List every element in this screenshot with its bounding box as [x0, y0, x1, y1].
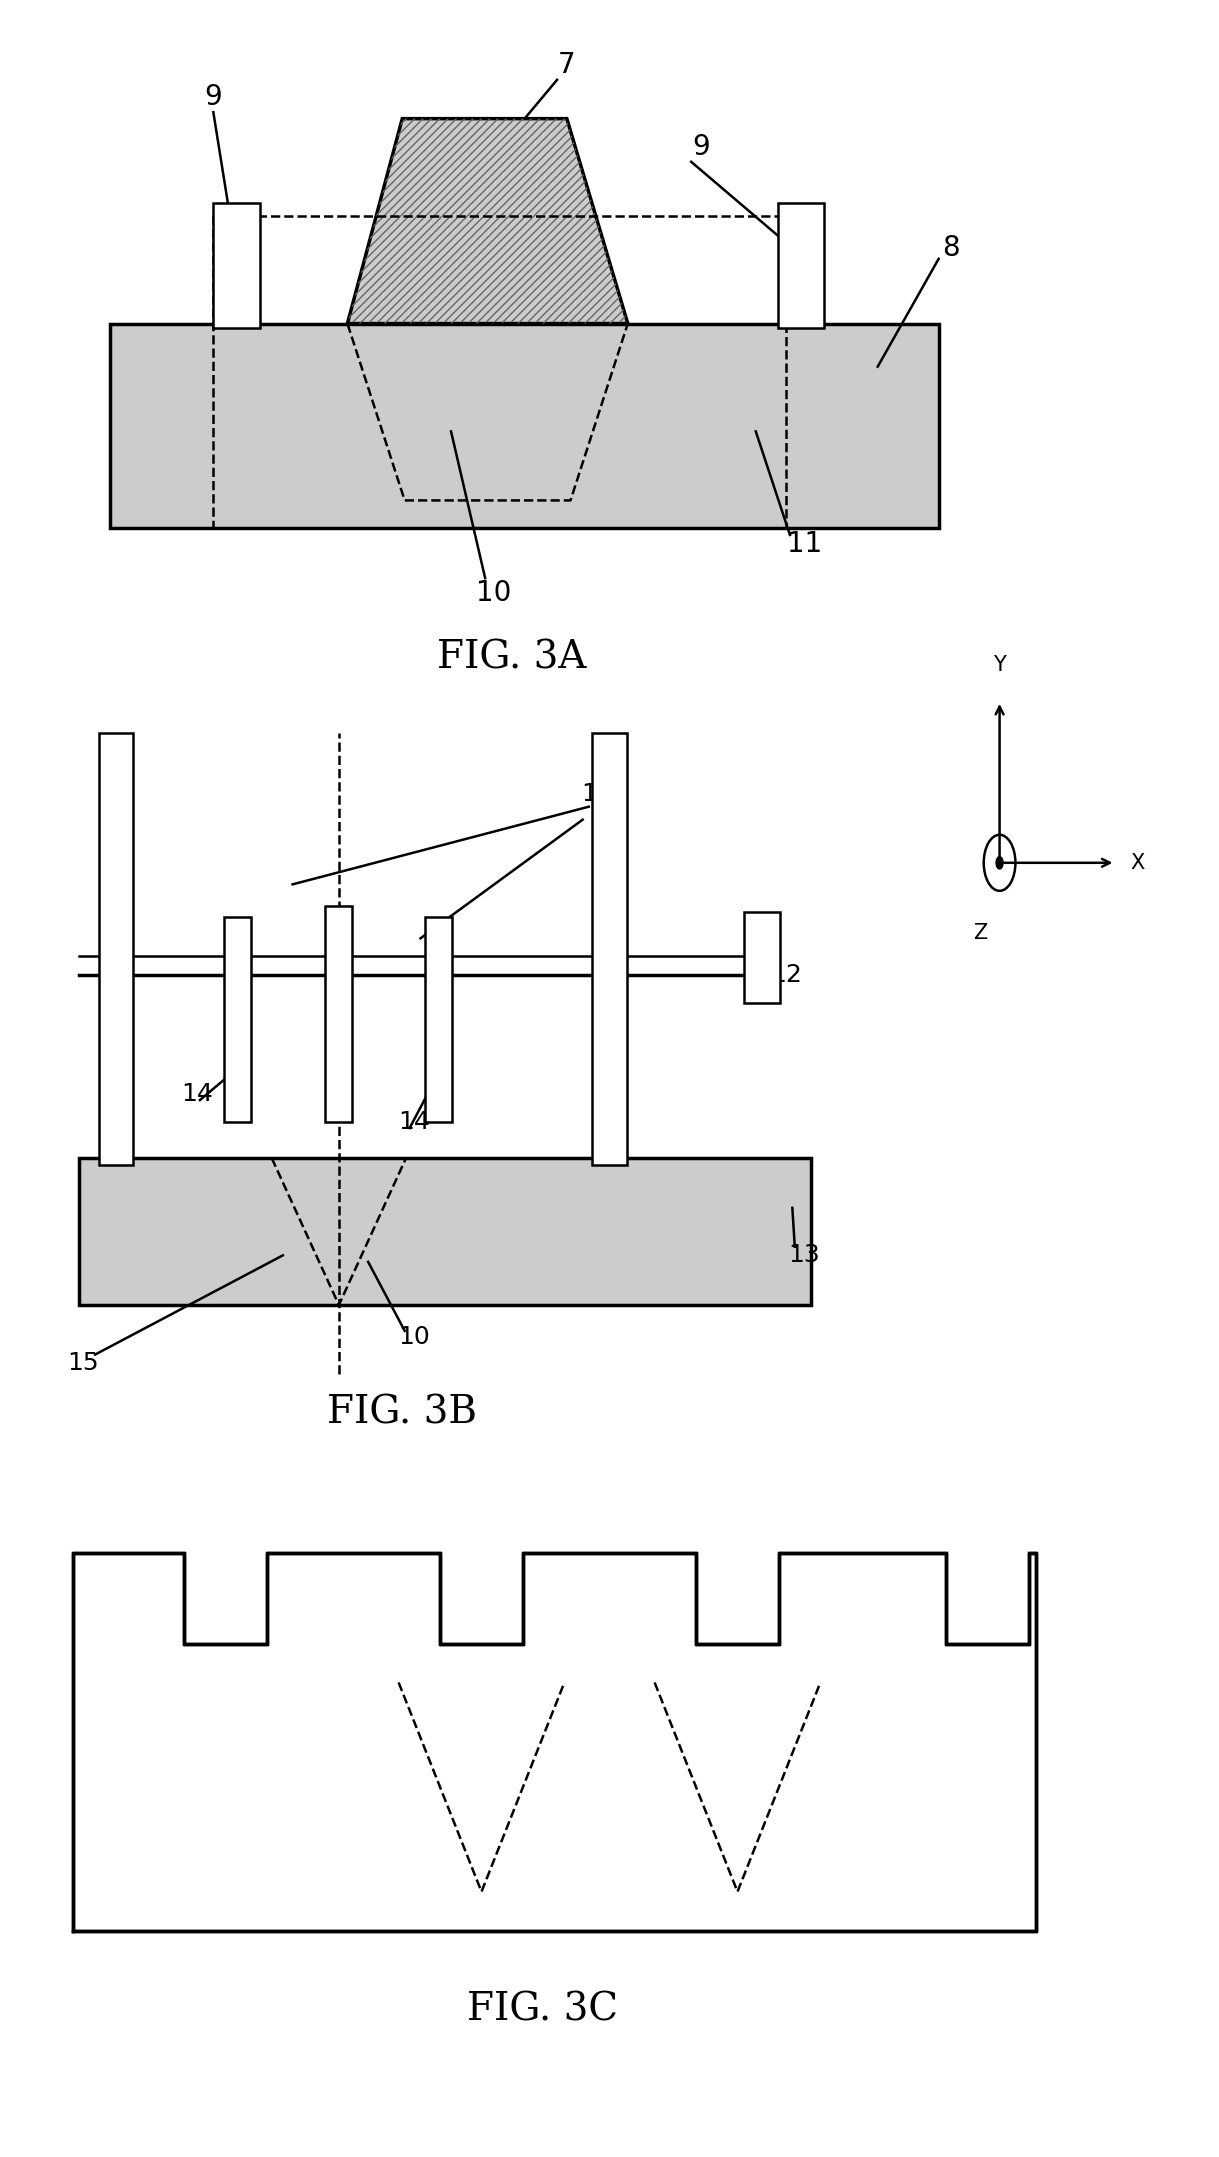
Text: X: X	[1130, 852, 1145, 874]
Text: 14: 14	[182, 1081, 213, 1107]
Bar	[224, 917, 251, 1122]
Circle shape	[996, 856, 1003, 869]
Bar	[110, 324, 939, 528]
Text: 10: 10	[475, 580, 512, 606]
Bar	[110, 324, 939, 528]
Text: FIG. 3B: FIG. 3B	[327, 1393, 478, 1432]
Bar	[213, 216, 786, 528]
Text: 9: 9	[692, 134, 709, 160]
Bar	[592, 733, 627, 1165]
Polygon shape	[73, 1553, 1036, 1931]
Text: 16: 16	[581, 781, 613, 807]
Text: 10: 10	[399, 1324, 430, 1350]
Text: 13: 13	[789, 1242, 820, 1268]
Text: 11: 11	[787, 531, 822, 557]
Bar	[99, 733, 133, 1165]
Bar	[79, 1158, 811, 1305]
Bar	[79, 1158, 811, 1305]
Bar	[744, 912, 780, 1003]
Text: Y: Y	[993, 656, 1006, 675]
Text: FIG. 3C: FIG. 3C	[467, 1991, 618, 2030]
Text: 12: 12	[770, 962, 802, 988]
Bar	[213, 203, 260, 328]
Text: 15: 15	[67, 1350, 99, 1376]
Text: 9: 9	[205, 84, 222, 110]
Bar	[425, 917, 452, 1122]
Polygon shape	[347, 119, 628, 324]
Text: Z: Z	[973, 923, 987, 943]
Bar	[325, 906, 352, 1122]
Text: 7: 7	[558, 52, 575, 78]
Text: 8: 8	[942, 235, 959, 261]
Text: 14: 14	[399, 1109, 430, 1135]
Bar	[778, 203, 824, 328]
Text: FIG. 3A: FIG. 3A	[438, 638, 586, 677]
